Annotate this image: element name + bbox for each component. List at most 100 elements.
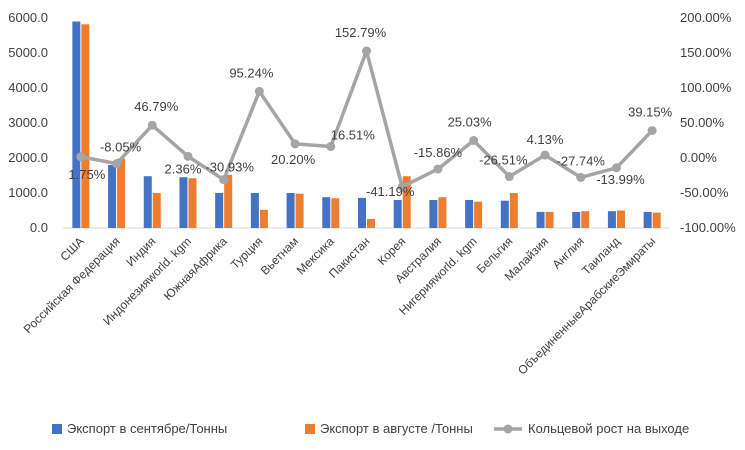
bar bbox=[402, 176, 411, 228]
x-tick-label: Вьетнам bbox=[258, 234, 302, 278]
growth-data-label: 4.13% bbox=[527, 132, 564, 147]
bar bbox=[81, 24, 90, 228]
legend-marker bbox=[503, 424, 513, 434]
bar bbox=[465, 200, 474, 228]
bar bbox=[322, 197, 331, 228]
bar bbox=[188, 178, 197, 228]
legend-label: Экспорт в августе /Тонны bbox=[320, 421, 473, 436]
growth-point bbox=[326, 141, 336, 151]
primary-y-tick-label: 4000.0 bbox=[8, 80, 48, 95]
bar bbox=[367, 218, 375, 228]
growth-point bbox=[254, 86, 264, 96]
growth-data-labels: 1.75% -8.05% 46.79% 2.36% -30.93% 95.24% 20.20… bbox=[68, 25, 672, 199]
bar bbox=[474, 201, 483, 228]
growth-point bbox=[397, 182, 407, 192]
bar bbox=[108, 165, 117, 228]
growth-data-label: 1.75% bbox=[68, 167, 105, 182]
bar bbox=[215, 193, 224, 228]
legend-label: Экспорт в сентябре/Тонны bbox=[67, 421, 227, 436]
primary-y-tick-label: 0.0 bbox=[30, 220, 48, 235]
bar bbox=[643, 211, 652, 228]
bar bbox=[545, 211, 554, 228]
bar bbox=[117, 158, 126, 228]
secondary-y-axis: -100.00% -50.00% 0.00% 50.00% 100.00% 150.00%… bbox=[680, 10, 736, 235]
secondary-y-tick-label: -50.00% bbox=[680, 185, 729, 200]
bar bbox=[259, 209, 268, 228]
growth-point bbox=[219, 175, 229, 185]
x-tick-label: ЮжнаяАфрика bbox=[161, 234, 230, 303]
primary-y-tick-label: 3000.0 bbox=[8, 115, 48, 130]
growth-point bbox=[290, 139, 300, 149]
bar bbox=[143, 176, 152, 228]
growth-point bbox=[112, 159, 122, 169]
growth-data-label: -8.05% bbox=[100, 140, 142, 155]
x-tick-label: США bbox=[58, 234, 87, 263]
bar bbox=[652, 212, 661, 228]
bar bbox=[500, 200, 509, 228]
growth-data-label: -27.74% bbox=[557, 153, 606, 168]
growth-data-label: -15.86% bbox=[414, 145, 463, 160]
bar bbox=[581, 211, 590, 228]
x-tick-label: Корея bbox=[375, 234, 409, 268]
growth-point bbox=[469, 135, 479, 145]
primary-y-tick-label: 6000.0 bbox=[8, 10, 48, 25]
growth-point bbox=[183, 151, 193, 161]
bar bbox=[72, 21, 81, 228]
growth-data-label: 25.03% bbox=[448, 114, 493, 129]
bar bbox=[429, 200, 438, 228]
growth-data-label: 95.24% bbox=[229, 65, 274, 80]
growth-data-label: 20.20% bbox=[271, 152, 316, 167]
secondary-y-tick-label: 0.00% bbox=[680, 150, 717, 165]
bar-series bbox=[72, 21, 661, 228]
primary-y-tick-label: 2000.0 bbox=[8, 150, 48, 165]
legend-label: Кольцевой рост на выходе bbox=[528, 421, 689, 436]
growth-point bbox=[362, 46, 371, 56]
bar bbox=[250, 193, 259, 228]
growth-data-label: -13.99% bbox=[596, 172, 645, 187]
secondary-y-tick-label: 100.00% bbox=[680, 80, 732, 95]
secondary-y-tick-label: 200.00% bbox=[680, 10, 732, 25]
bar bbox=[224, 174, 233, 228]
legend-swatch bbox=[52, 424, 62, 434]
bar bbox=[509, 193, 518, 228]
legend-swatch bbox=[305, 424, 315, 434]
growth-data-label: 16.51% bbox=[331, 127, 376, 142]
growth-point bbox=[76, 152, 86, 162]
bar bbox=[438, 197, 447, 228]
primary-y-tick-label: 5000.0 bbox=[8, 45, 48, 60]
growth-point bbox=[611, 163, 621, 173]
growth-data-label: -30.93% bbox=[205, 160, 254, 175]
growth-line-series bbox=[76, 46, 657, 192]
primary-y-tick-label: 1000.0 bbox=[8, 185, 48, 200]
bar bbox=[572, 211, 581, 228]
growth-data-label: 2.36% bbox=[165, 161, 202, 176]
growth-data-label: -41.19% bbox=[366, 184, 415, 199]
bar bbox=[331, 198, 340, 228]
growth-data-label: 152.79% bbox=[335, 25, 387, 40]
primary-y-axis: 0.0 1000.0 2000.0 3000.0 4000.0 5000.0 6000.0 bbox=[8, 10, 48, 235]
secondary-y-tick-label: -100.00% bbox=[680, 220, 736, 235]
bar bbox=[616, 210, 625, 228]
growth-data-label: -26.51% bbox=[479, 153, 528, 168]
bar bbox=[295, 193, 304, 228]
bar bbox=[358, 197, 366, 228]
bar bbox=[536, 211, 545, 228]
growth-point bbox=[540, 150, 550, 160]
secondary-y-tick-label: 150.00% bbox=[680, 45, 732, 60]
bar bbox=[393, 200, 402, 228]
growth-point bbox=[504, 172, 514, 182]
bar bbox=[179, 177, 188, 228]
secondary-y-tick-label: 50.00% bbox=[680, 115, 725, 130]
growth-point bbox=[576, 172, 586, 182]
legend: Экспорт в сентябре/Тонны Экспорт в август… bbox=[52, 421, 689, 436]
growth-point bbox=[147, 120, 157, 130]
growth-point bbox=[433, 164, 443, 174]
growth-data-label: 46.79% bbox=[134, 99, 179, 114]
bar bbox=[607, 211, 616, 228]
growth-point bbox=[647, 126, 657, 136]
growth-data-label: 39.15% bbox=[628, 105, 673, 120]
bar bbox=[152, 193, 161, 228]
bar bbox=[286, 193, 295, 228]
